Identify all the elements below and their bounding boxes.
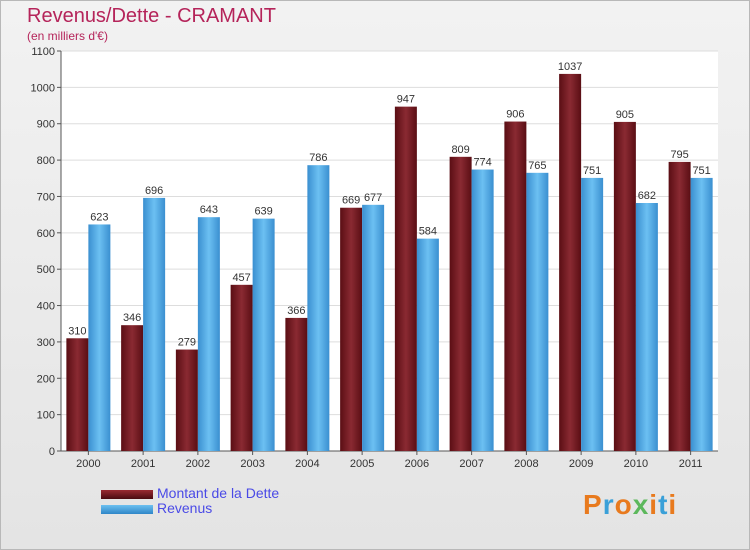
logo-letter: i	[668, 489, 678, 520]
data-label-dette: 906	[506, 109, 524, 121]
bar-revenus	[252, 218, 275, 451]
logo-letter: i	[649, 489, 659, 520]
legend-swatch-dette	[101, 490, 153, 499]
y-tick-label: 800	[37, 155, 55, 167]
x-tick-label: 2001	[131, 458, 155, 470]
x-tick-label: 2002	[186, 458, 210, 470]
y-tick-label: 100	[37, 410, 55, 422]
y-tick-label: 300	[37, 337, 55, 349]
bar-dette	[175, 349, 198, 451]
data-label-dette: 809	[451, 144, 469, 156]
y-tick-label: 400	[37, 301, 55, 313]
y-tick-label: 700	[37, 191, 55, 203]
data-label-dette: 947	[397, 94, 415, 106]
data-label-dette: 795	[670, 149, 688, 161]
data-label-revenus: 639	[254, 206, 272, 218]
bar-revenus	[581, 177, 604, 451]
x-tick-label: 2005	[350, 458, 374, 470]
data-label-revenus: 584	[419, 226, 437, 238]
data-label-dette: 669	[342, 195, 360, 207]
x-tick-label: 2007	[459, 458, 483, 470]
bar-revenus	[197, 217, 220, 451]
bar-revenus	[526, 172, 549, 451]
y-tick-label: 0	[49, 446, 55, 458]
x-tick-label: 2003	[240, 458, 264, 470]
data-label-dette: 457	[232, 272, 250, 284]
data-label-dette: 366	[287, 305, 305, 317]
data-label-revenus: 765	[528, 160, 546, 172]
data-label-dette: 279	[178, 337, 196, 349]
data-label-revenus: 774	[473, 157, 491, 169]
logo-letter: o	[614, 489, 633, 520]
x-tick-label: 2011	[679, 458, 703, 470]
bar-dette	[340, 207, 363, 451]
bar-dette	[121, 325, 144, 451]
legend-label-revenus: Revenus	[157, 500, 213, 516]
x-tick-label: 2009	[569, 458, 593, 470]
chart-title: Revenus/Dette - CRAMANT	[27, 5, 276, 27]
data-label-revenus: 623	[90, 211, 108, 223]
bar-revenus	[143, 197, 166, 451]
bar-revenus	[690, 177, 713, 451]
proxiti-logo: Proxiti	[583, 489, 677, 521]
x-tick-label: 2004	[295, 458, 319, 470]
data-label-revenus: 751	[692, 165, 710, 177]
logo-letter: t	[658, 489, 669, 520]
y-tick-label: 200	[37, 373, 55, 385]
data-label-revenus: 786	[309, 152, 327, 164]
data-label-revenus: 643	[200, 204, 218, 216]
bar-dette	[66, 338, 89, 451]
chart-subtitle: (en milliers d'€)	[27, 29, 108, 43]
y-tick-label: 1100	[31, 46, 55, 58]
x-tick-label: 2010	[624, 458, 648, 470]
y-tick-label: 500	[37, 264, 55, 276]
legend-label-dette: Montant de la Dette	[157, 485, 280, 501]
data-label-dette: 346	[123, 312, 141, 324]
y-tick-label: 600	[37, 228, 55, 240]
bar-dette	[285, 317, 308, 451]
bar-revenus	[635, 203, 658, 451]
bar-dette	[559, 73, 582, 451]
bar-dette	[613, 121, 636, 451]
bar-dette	[449, 156, 472, 451]
x-tick-label: 2006	[405, 458, 429, 470]
data-label-revenus: 682	[638, 190, 656, 202]
bar-revenus	[416, 238, 439, 451]
data-label-dette: 310	[68, 325, 86, 337]
bar-revenus	[307, 165, 330, 451]
bar-revenus	[362, 204, 385, 451]
bar-revenus	[88, 224, 111, 451]
data-label-revenus: 677	[364, 192, 382, 204]
bar-dette	[230, 284, 253, 451]
logo-letter: x	[632, 489, 650, 520]
bar-revenus	[471, 169, 494, 451]
bar-dette	[504, 121, 527, 451]
y-tick-label: 1000	[31, 82, 55, 94]
logo-letter: P	[583, 489, 603, 520]
data-label-revenus: 751	[583, 165, 601, 177]
data-label-dette: 1037	[558, 61, 582, 73]
x-tick-label: 2000	[76, 458, 100, 470]
bar-dette	[394, 106, 417, 452]
data-label-revenus: 696	[145, 185, 163, 197]
logo-letter: r	[602, 489, 615, 520]
bar-dette	[668, 161, 691, 451]
y-tick-label: 900	[37, 119, 55, 131]
legend-swatch-revenus	[101, 505, 153, 514]
plot-area	[61, 51, 718, 451]
x-tick-label: 2008	[514, 458, 538, 470]
data-label-dette: 905	[616, 109, 634, 121]
